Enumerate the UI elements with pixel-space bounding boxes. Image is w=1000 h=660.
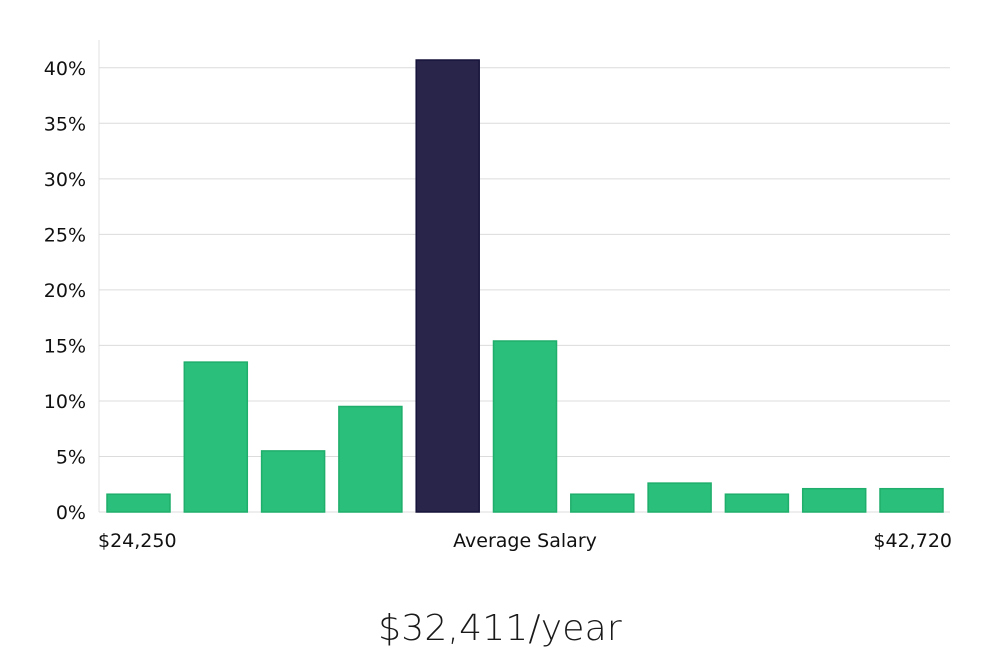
y-tick-label: 15%: [44, 335, 86, 357]
x-label-average: Average Salary: [453, 530, 597, 552]
salary-histogram: 0% 5% 10% 15% 20% 25% 30% 35% 40% $24,250 Averag…: [44, 40, 952, 552]
bar: [801, 487, 867, 513]
y-tick-label: 5%: [56, 446, 86, 468]
bar: [338, 405, 403, 513]
bar: [106, 493, 171, 513]
y-tick-label: 0%: [56, 502, 86, 524]
y-tick-labels: 0% 5% 10% 15% 20% 25% 30% 35% 40%: [44, 58, 86, 524]
x-label-min: $24,250: [98, 530, 177, 552]
bar: [570, 493, 635, 513]
bar: [647, 482, 712, 513]
y-tick-label: 35%: [44, 113, 86, 135]
y-tick-label: 10%: [44, 391, 86, 413]
bar: [492, 340, 558, 513]
x-label-max: $42,720: [873, 530, 952, 552]
y-tick-label: 25%: [44, 224, 86, 246]
bar: [724, 493, 790, 513]
y-tick-label: 30%: [44, 169, 86, 191]
y-tick-label: 20%: [44, 280, 86, 302]
bar: [879, 487, 944, 513]
bar: [260, 450, 326, 513]
bars: [106, 59, 944, 513]
bar: [183, 361, 249, 513]
bar-average: [415, 59, 480, 513]
average-salary-value: $32,411/year: [378, 608, 622, 649]
y-tick-label: 40%: [44, 58, 86, 80]
